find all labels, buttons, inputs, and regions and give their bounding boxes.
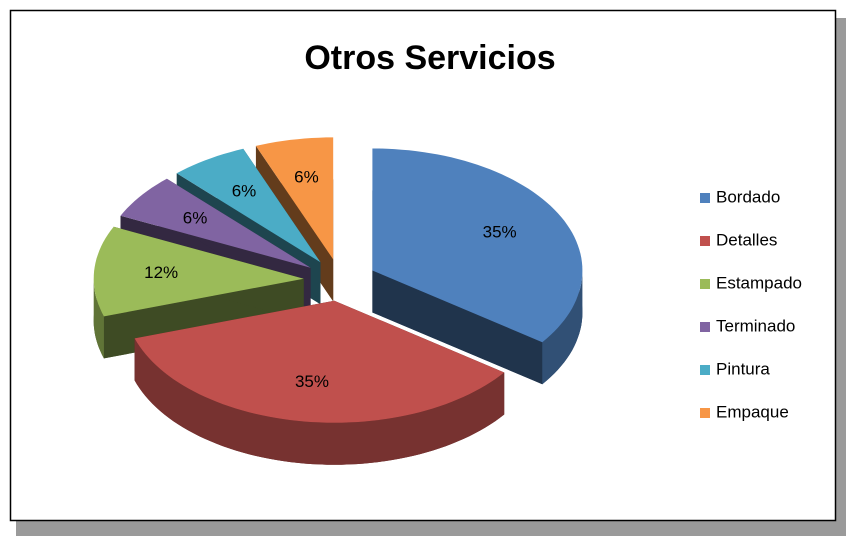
slice bbox=[93, 226, 304, 317]
legend-swatch bbox=[700, 408, 710, 418]
legend-swatch bbox=[700, 279, 710, 289]
frame-shadow bbox=[836, 18, 846, 536]
legend-label: Pintura bbox=[716, 359, 770, 378]
pie: 35% 35% 12% 6% 6% 6% bbox=[93, 137, 583, 465]
data-label: 35% bbox=[483, 222, 517, 241]
data-label: 12% bbox=[144, 263, 178, 282]
legend-swatch bbox=[700, 236, 710, 246]
legend-label: Bordado bbox=[716, 187, 780, 206]
slice-wall bbox=[372, 270, 543, 385]
data-label: 6% bbox=[232, 182, 257, 201]
legend-swatch bbox=[700, 365, 710, 375]
slice-side bbox=[93, 278, 104, 359]
legend-swatch bbox=[700, 193, 710, 203]
data-label: 35% bbox=[295, 372, 329, 391]
slice bbox=[134, 300, 505, 423]
legend-label: Empaque bbox=[716, 402, 789, 421]
slice bbox=[372, 148, 583, 343]
legend: Bordado Detalles Estampado Terminado Pintura… bbox=[700, 187, 802, 421]
legend-swatch bbox=[700, 322, 710, 332]
legend-label: Terminado bbox=[716, 316, 795, 335]
data-label: 6% bbox=[183, 208, 208, 227]
legend-label: Detalles bbox=[716, 230, 777, 249]
slice bbox=[120, 178, 311, 268]
slice bbox=[176, 148, 321, 263]
slice bbox=[255, 137, 334, 260]
data-label: 6% bbox=[294, 167, 319, 186]
slice-side bbox=[134, 338, 505, 465]
chart-title: Otros Servicios bbox=[304, 39, 555, 77]
slice-side bbox=[542, 270, 583, 385]
legend-label: Estampado bbox=[716, 273, 802, 292]
frame-shadow bbox=[16, 520, 846, 536]
